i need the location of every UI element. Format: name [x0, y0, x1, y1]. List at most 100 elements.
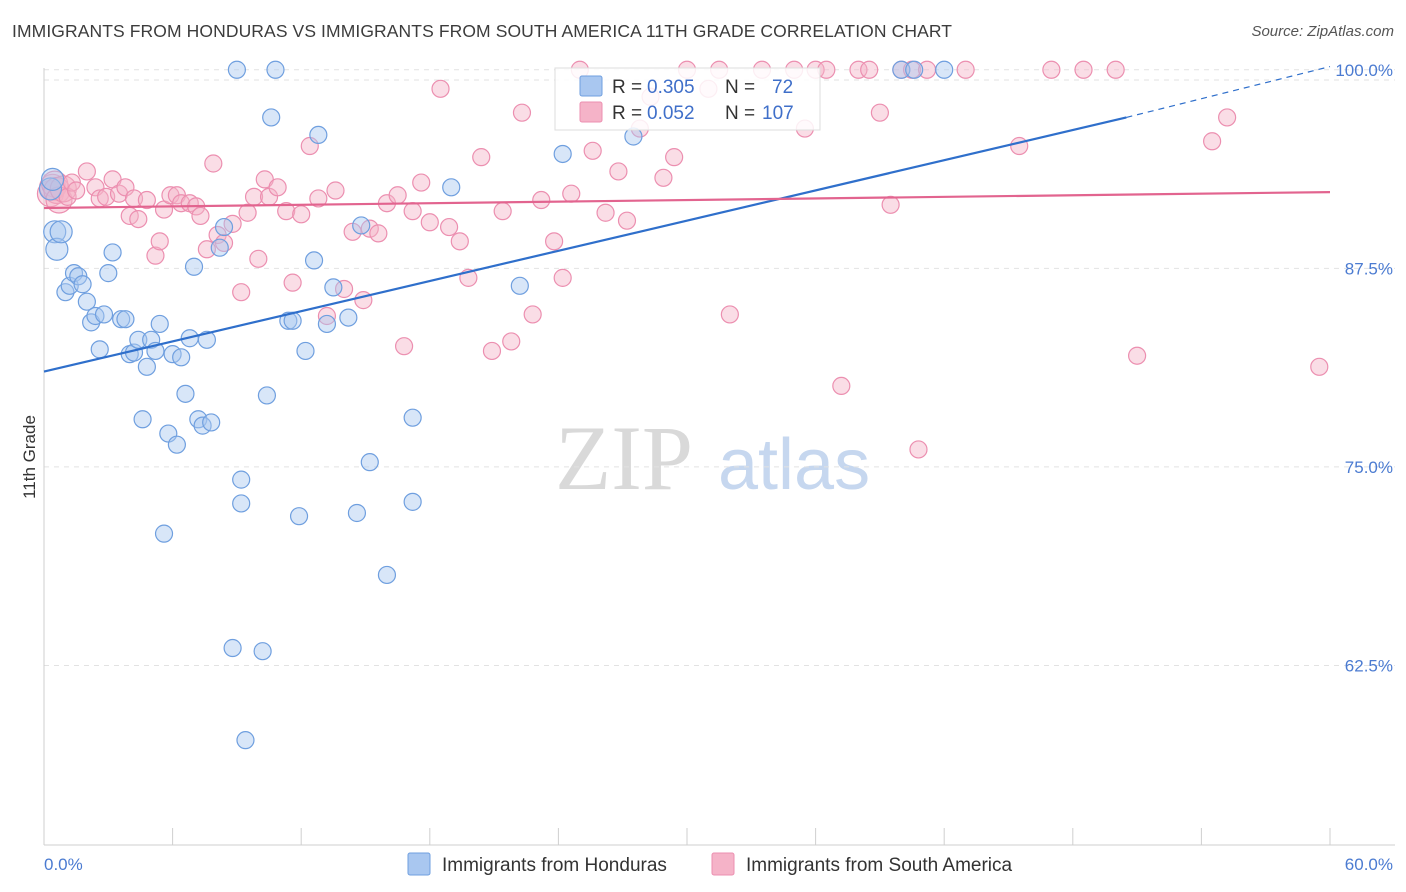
data-point-honduras: [116, 310, 135, 329]
bottom-legend-swatch-south-america: [711, 852, 735, 876]
data-point-south-america: [1310, 357, 1329, 376]
data-point-south-america: [412, 173, 431, 192]
data-point-south-america: [553, 268, 572, 287]
data-point-honduras: [43, 220, 67, 244]
data-point-south-america: [1203, 132, 1222, 151]
legend-r-value-1: 0.305: [647, 77, 695, 98]
data-point-honduras: [223, 638, 242, 658]
data-point-south-america: [232, 283, 251, 302]
data-point-south-america: [609, 162, 628, 181]
data-point-honduras: [257, 386, 277, 405]
series-honduras-points: [38, 60, 954, 750]
gridlines: [44, 69, 1395, 666]
data-point-honduras: [266, 60, 285, 79]
watermark-atlas: atlas: [718, 425, 870, 505]
watermark-zip: ZIP: [555, 407, 693, 509]
data-point-south-america: [268, 178, 287, 197]
data-point-south-america: [277, 202, 296, 221]
data-point-honduras: [172, 348, 191, 367]
data-point-honduras: [227, 60, 246, 79]
data-point-honduras: [167, 435, 186, 454]
data-point-honduras: [304, 251, 324, 270]
data-point-south-america: [956, 60, 975, 79]
data-point-honduras: [73, 275, 92, 294]
y-axis-title: 11th Grade: [20, 415, 39, 499]
data-point-honduras: [99, 264, 118, 283]
data-point-south-america: [420, 213, 439, 232]
data-point-honduras: [296, 341, 315, 361]
trend-lines: [43, 66, 1331, 373]
watermark: ZIP atlas: [555, 407, 870, 509]
bottom-legend-label-honduras: Immigrants from Honduras: [442, 855, 667, 876]
data-point-south-america: [849, 60, 868, 79]
data-point-honduras: [45, 237, 69, 261]
data-point-honduras: [103, 243, 122, 262]
data-point-honduras: [253, 642, 272, 661]
data-point-honduras: [377, 565, 397, 585]
chart-title: IMMIGRANTS FROM HONDURAS VS IMMIGRANTS F…: [12, 21, 953, 41]
data-point-honduras: [339, 308, 358, 327]
data-point-south-america: [1218, 108, 1237, 127]
legend-r-value-2: 0.052: [647, 103, 695, 124]
data-point-honduras: [553, 144, 572, 164]
trend-line-honduras: [43, 116, 1127, 373]
data-point-honduras: [892, 60, 911, 79]
data-point-honduras: [38, 177, 63, 201]
bottom-legend-label-south-america: Immigrants from South America: [746, 855, 1013, 876]
data-point-south-america: [67, 181, 86, 200]
legend-n-label-2: N =: [725, 103, 755, 124]
trend-line-honduras-extension: [1126, 66, 1331, 119]
data-point-honduras: [403, 408, 422, 427]
data-point-south-america: [1106, 60, 1125, 79]
data-point-south-america: [583, 141, 602, 160]
data-point-honduras: [197, 330, 216, 349]
data-point-south-america: [204, 154, 223, 173]
data-point-south-america: [403, 202, 422, 221]
data-point-honduras: [77, 292, 96, 311]
data-point-south-america: [909, 440, 928, 459]
data-point-south-america: [326, 181, 345, 200]
source-credit: Source: ZipAtlas.com: [1251, 23, 1394, 40]
data-point-south-america: [881, 195, 900, 214]
data-point-south-america: [870, 103, 890, 122]
data-point-honduras: [133, 410, 152, 429]
data-point-honduras: [360, 453, 379, 472]
data-point-south-america: [439, 217, 459, 237]
data-point-honduras: [232, 470, 251, 489]
x-tick-label-max: 60.0%: [1345, 855, 1393, 874]
data-point-honduras: [935, 60, 954, 79]
data-point-honduras: [49, 220, 73, 244]
correlation-legend: R = 0.305 N = 72 R = 0.052 N = 107: [554, 67, 821, 131]
data-point-honduras: [210, 238, 229, 257]
y-tick-label: 62.5%: [1345, 656, 1393, 675]
x-tick-label-min: 0.0%: [44, 855, 83, 874]
data-point-south-america: [1042, 60, 1061, 79]
data-point-honduras: [202, 413, 221, 432]
data-point-honduras: [214, 217, 234, 237]
data-point-south-america: [482, 341, 502, 361]
legend-r-label-2: R =: [612, 103, 642, 124]
data-point-south-america: [238, 203, 257, 222]
data-point-honduras: [403, 492, 422, 511]
data-point-honduras: [137, 357, 156, 376]
data-point-honduras: [905, 60, 924, 79]
data-point-honduras: [279, 311, 298, 330]
data-point-south-america: [150, 232, 169, 251]
data-point-honduras: [94, 305, 114, 324]
y-axis-tick-labels: 62.5% 75.0% 87.5% 100.0%: [1335, 61, 1393, 676]
y-tick-label: 87.5%: [1345, 259, 1393, 278]
data-point-honduras: [236, 731, 255, 750]
data-point-honduras: [347, 503, 367, 523]
data-point-south-america: [292, 205, 311, 224]
legend-n-label-1: N =: [725, 77, 755, 98]
data-point-south-america: [860, 60, 879, 79]
data-point-south-america: [596, 203, 615, 222]
data-point-south-america: [450, 232, 469, 251]
data-point-south-america: [369, 224, 388, 243]
data-point-south-america: [654, 168, 673, 187]
data-point-honduras: [90, 340, 109, 359]
data-point-south-america: [137, 190, 156, 210]
trend-line-south-america: [43, 190, 1331, 210]
data-point-honduras: [510, 276, 529, 295]
data-point-south-america: [493, 202, 512, 221]
